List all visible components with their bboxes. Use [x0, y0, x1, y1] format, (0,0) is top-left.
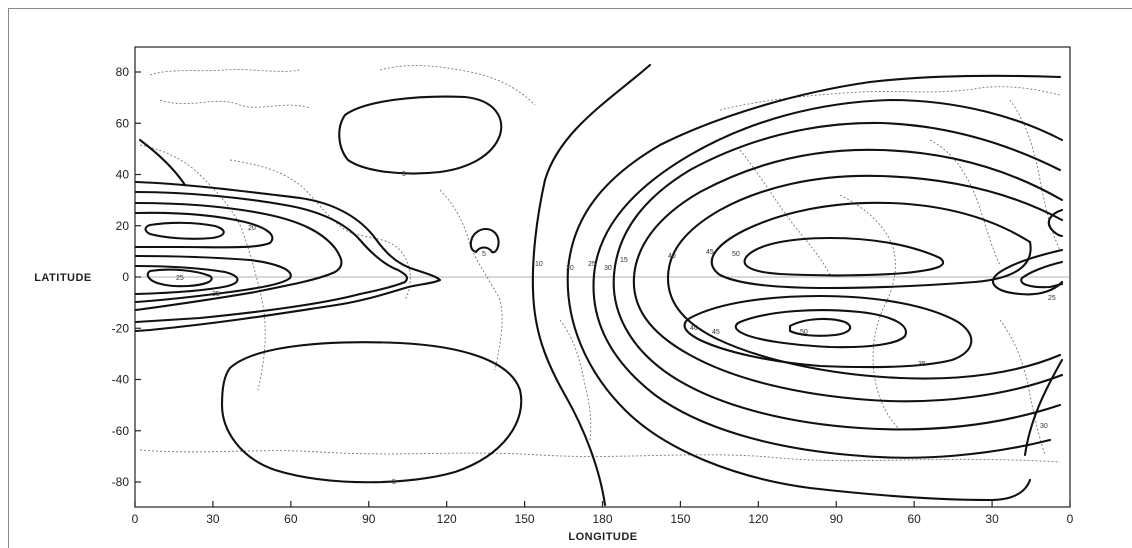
y-tick-label: -20 [112, 321, 130, 335]
contour-label: 35 [918, 361, 926, 368]
x-tick-label: 120 [437, 512, 457, 526]
x-tick-label: 90 [362, 512, 376, 526]
y-tick-label: 40 [116, 168, 130, 182]
contour-label: 45 [706, 249, 714, 256]
coastlines [139, 65, 1061, 463]
contour-label: 25 [1048, 295, 1056, 302]
y-tick-label: 60 [116, 116, 130, 130]
contours-east [531, 63, 1064, 507]
y-axis-title: LATITUDE [34, 272, 92, 284]
x-tick-label: 60 [907, 512, 921, 526]
x-tick-label: 150 [670, 512, 690, 526]
contour-label: 40 [690, 325, 698, 332]
y-tick-label: 0 [122, 270, 129, 284]
contour-label: 50 [800, 329, 808, 336]
y-tick-label: 20 [116, 219, 130, 233]
contour-label: 25 [176, 275, 184, 282]
y-tick-label: -40 [112, 373, 130, 387]
x-tick-label: 120 [748, 512, 768, 526]
x-axis: 0 30 60 90 120 150 180 150 120 90 60 30 0 [132, 501, 1074, 526]
contour-label: 30 [1040, 423, 1048, 430]
x-tick-label: 90 [830, 512, 844, 526]
contour-label: 50 [732, 251, 740, 258]
contour-label: 35 [212, 291, 220, 298]
figure-frame [8, 8, 1132, 548]
contours-west [134, 95, 523, 484]
x-axis-title: LONGITUDE [568, 531, 637, 543]
contour-label: 20 [566, 265, 574, 272]
contour-label: 30 [604, 265, 612, 272]
contour-labels: 5 5 5 10 20 25 30 15 20 25 35 40 45 50 5… [176, 171, 1056, 486]
contour-label: 15 [620, 257, 628, 264]
x-tick-label: 150 [515, 512, 535, 526]
y-axis: 80 60 40 20 0 -20 -40 -60 -80 [112, 65, 141, 489]
y-tick-label: -80 [112, 475, 130, 489]
contour-label: 20 [248, 225, 256, 232]
x-tick-label: 30 [206, 512, 220, 526]
y-tick-label: -60 [112, 424, 130, 438]
x-tick-label: 60 [284, 512, 298, 526]
contour-label: 5 [402, 171, 406, 178]
contour-label: 45 [712, 329, 720, 336]
contour-label: 5 [482, 251, 486, 258]
contour-label: 25 [588, 261, 596, 268]
x-tick-label: 30 [985, 512, 999, 526]
x-tick-label: 0 [132, 512, 139, 526]
x-tick-label: 0 [1067, 512, 1074, 526]
x-tick-label: 180 [592, 512, 612, 526]
y-tick-label: 80 [116, 65, 130, 79]
contour-label: 40 [668, 253, 676, 260]
contour-label: 10 [535, 261, 543, 268]
contour-label: 5 [392, 479, 396, 486]
